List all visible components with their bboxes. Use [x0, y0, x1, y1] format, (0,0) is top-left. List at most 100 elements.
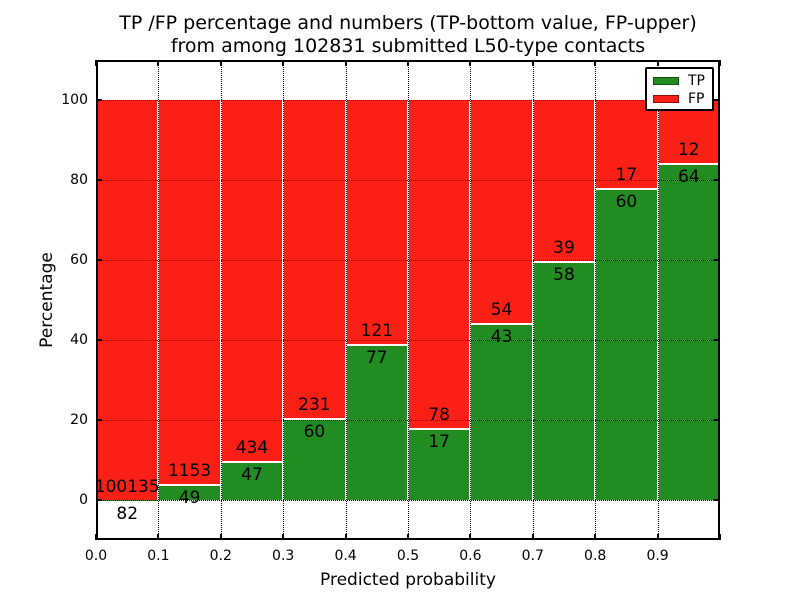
x-tick-mark: [719, 534, 721, 540]
fp-bar-segment: [346, 100, 407, 345]
fp-count-label: 39: [553, 237, 575, 258]
fp-swatch-icon: [653, 95, 679, 103]
gridline-horizontal: [96, 260, 720, 261]
fp-count-label: 231: [298, 394, 331, 415]
fp-bar-segment: [596, 100, 657, 189]
x-tick-mark: [95, 60, 97, 66]
x-tick-mark: [344, 60, 347, 66]
tp-bar-segment: [471, 322, 532, 500]
legend-label-tp: TP: [688, 73, 705, 89]
chart-title-line2: from among 102831 submitted L50-type con…: [170, 35, 646, 57]
x-tick-label: 0.0: [84, 548, 108, 564]
y-tick-mark: [96, 99, 102, 101]
gridline-horizontal: [96, 180, 720, 181]
x-tick-mark: [656, 60, 659, 66]
tp-count-label: 60: [303, 421, 326, 442]
tp-swatch-icon: [653, 77, 679, 85]
y-tick-mark: [714, 499, 720, 501]
bar-group: [96, 100, 159, 500]
gridline-vertical: [220, 60, 222, 540]
y-tick-mark: [714, 419, 720, 421]
chart-title: TP /FP percentage and numbers (TP-bottom…: [96, 12, 720, 58]
x-tick-label: 0.9: [646, 548, 669, 564]
gridline-vertical: [470, 60, 472, 540]
bar-group: [595, 100, 658, 500]
fp-bar-segment: [97, 100, 158, 500]
x-tick-mark: [469, 534, 472, 540]
fp-count-label: 121: [360, 321, 394, 342]
legend-label-fp: FP: [688, 91, 705, 107]
tp-count-label: 17: [428, 432, 450, 453]
y-tick-mark: [714, 99, 720, 101]
x-tick-mark: [469, 60, 472, 66]
legend: TP FP: [645, 67, 714, 111]
x-tick-mark: [282, 534, 285, 540]
x-tick-mark: [656, 534, 659, 540]
x-tick-mark: [282, 60, 285, 66]
fp-bar-segment: [284, 100, 345, 418]
bar-group: [408, 100, 471, 500]
gridline-vertical: [158, 60, 160, 540]
gridline-vertical: [408, 60, 409, 540]
x-tick-label: 0.2: [209, 548, 232, 564]
x-tick-label: 0.7: [521, 548, 544, 564]
fp-count-label: 54: [490, 299, 513, 320]
tp-bar-segment: [533, 260, 595, 500]
chart-title-line1: TP /FP percentage and numbers (TP-bottom…: [119, 12, 697, 34]
fp-bar-segment: [221, 100, 283, 461]
tp-bar-segment: [221, 460, 283, 500]
fp-count-label: 17: [615, 165, 638, 186]
fp-bar-segment: [471, 100, 532, 323]
y-tick-mark: [96, 179, 102, 181]
x-tick-mark: [594, 534, 597, 540]
y-tick-label: 20: [70, 412, 88, 428]
x-tick-mark: [531, 60, 534, 66]
y-tick-mark: [96, 339, 102, 341]
gridline-horizontal: [96, 420, 720, 421]
x-tick-mark: [219, 60, 222, 66]
bar-group: [345, 100, 408, 500]
x-tick-mark: [219, 534, 222, 540]
bar-group: [470, 100, 533, 500]
x-tick-label: 0.5: [396, 548, 420, 564]
legend-item-fp: FP: [653, 90, 712, 108]
y-tick-mark: [714, 339, 720, 341]
gridline-vertical: [532, 60, 534, 540]
x-tick-mark: [719, 60, 721, 66]
tp-bar-segment: [159, 483, 220, 500]
legend-item-tp: TP: [653, 72, 712, 90]
bar-group: [283, 100, 346, 500]
gridline-horizontal: [96, 500, 720, 501]
x-tick-label: 0.1: [147, 548, 170, 564]
x-tick-mark: [407, 534, 409, 540]
gridline-vertical: [595, 60, 597, 540]
y-tick-label: 60: [70, 252, 88, 268]
gridline-vertical: [283, 60, 285, 540]
fp-count-label: 434: [235, 437, 269, 458]
tp-bar-segment: [658, 163, 719, 500]
fp-count-label: 1153: [167, 460, 212, 481]
x-tick-mark: [157, 534, 160, 540]
tp-count-label: 82: [116, 503, 139, 524]
tp-count-label: 64: [677, 167, 700, 188]
tp-count-label: 77: [365, 348, 388, 369]
fp-count-label: 100135: [94, 476, 160, 497]
tp-bar-segment: [409, 428, 470, 500]
plot-area: 100135 82 1153 49 434 47 231 60 121 77 78 17 54 43 39 5…: [95, 60, 721, 540]
y-tick-label: 40: [70, 332, 88, 348]
x-tick-mark: [95, 534, 97, 540]
x-tick-mark: [344, 534, 347, 540]
tp-count-label: 58: [553, 264, 575, 285]
tp-bar-segment: [284, 417, 345, 500]
x-tick-label: 0.8: [584, 548, 607, 564]
gridline-vertical: [657, 60, 659, 540]
y-axis-label: Percentage: [37, 252, 57, 348]
fp-count-label: 12: [677, 140, 700, 161]
fp-bar-segment: [159, 100, 220, 484]
x-tick-label: 0.3: [272, 548, 295, 564]
gridline-vertical: [345, 60, 347, 540]
fp-count-label: 78: [428, 405, 450, 426]
x-tick-label: 0.6: [459, 548, 482, 564]
gridline-horizontal: [96, 340, 720, 341]
